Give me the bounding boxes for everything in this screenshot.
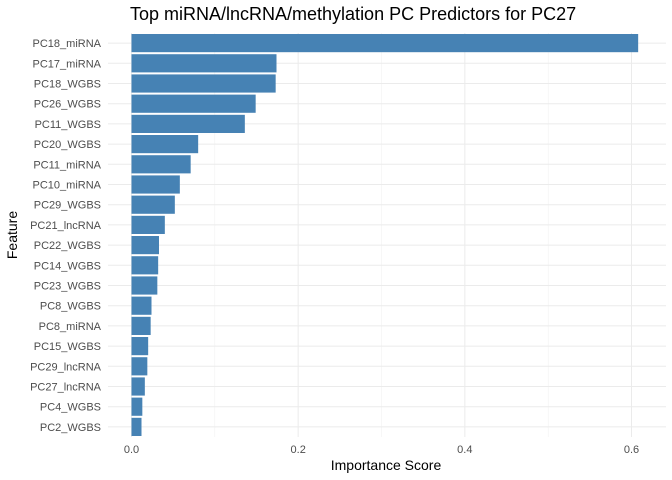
y-tick-label: PC4_WGBS	[40, 402, 101, 414]
x-tick-label: 0.4	[457, 444, 472, 456]
bar-PC29_lncRNA	[131, 357, 148, 376]
y-tick-label: PC27_lncRNA	[30, 382, 102, 394]
y-tick-label: PC8_WGBS	[40, 301, 101, 313]
bar-PC15_WGBS	[131, 337, 149, 356]
y-tick-label: PC21_lncRNA	[30, 220, 102, 232]
chart-title: Top miRNA/lncRNA/methylation PC Predicto…	[130, 4, 576, 24]
bar-PC21_lncRNA	[131, 215, 165, 234]
bar-PC22_WGBS	[131, 236, 159, 255]
bar-PC20_WGBS	[131, 135, 199, 154]
y-tick-labels: PC18_miRNA PC17_miRNA PC18_WGBS PC26_WGBS PC…	[30, 38, 102, 434]
y-tick-label: PC2_WGBS	[40, 422, 101, 434]
y-tick-label: PC11_miRNA	[33, 159, 101, 171]
bar-PC14_WGBS	[131, 256, 159, 275]
y-tick-label: PC18_miRNA	[33, 38, 102, 50]
bar-PC10_miRNA	[131, 175, 180, 194]
bar-PC29_WGBS	[131, 195, 175, 214]
bar-PC23_WGBS	[131, 276, 158, 295]
y-tick-label: PC18_WGBS	[34, 79, 101, 91]
x-tick-label: 0.6	[624, 444, 639, 456]
bar-PC8_WGBS	[131, 296, 152, 315]
bar-PC2_WGBS	[131, 417, 142, 436]
x-tick-label: 0.0	[124, 444, 139, 456]
y-tick-label: PC23_WGBS	[34, 281, 101, 293]
y-tick-label: PC14_WGBS	[34, 260, 101, 272]
y-tick-label: PC11_WGBS	[35, 119, 101, 131]
y-axis-title: Feature	[4, 211, 20, 259]
bar-PC18_WGBS	[131, 74, 276, 93]
bar-PC18_miRNA	[131, 34, 639, 53]
bar-PC11_miRNA	[131, 155, 191, 174]
y-tick-label: PC15_WGBS	[34, 341, 101, 353]
x-tick-label: 0.2	[291, 444, 306, 456]
y-tick-label: PC8_miRNA	[39, 321, 102, 333]
bar-PC27_lncRNA	[131, 377, 145, 396]
y-tick-label: PC10_miRNA	[33, 180, 102, 192]
y-tick-label: PC29_WGBS	[34, 200, 101, 212]
bar-PC11_WGBS	[131, 114, 245, 133]
bars	[131, 34, 639, 436]
y-tick-label: PC22_WGBS	[34, 240, 101, 252]
x-axis-title: Importance Score	[331, 457, 442, 473]
bar-PC17_miRNA	[131, 54, 277, 73]
x-tick-labels: 0.0 0.2 0.4 0.6	[124, 444, 639, 456]
y-tick-label: PC20_WGBS	[34, 139, 101, 151]
grid	[108, 33, 666, 437]
y-tick-label: PC26_WGBS	[34, 99, 101, 111]
y-tick-label: PC17_miRNA	[33, 58, 102, 70]
y-tick-label: PC29_lncRNA	[30, 361, 102, 373]
bar-PC8_miRNA	[131, 316, 151, 335]
bar-PC26_WGBS	[131, 94, 256, 113]
bar-PC4_WGBS	[131, 397, 143, 416]
